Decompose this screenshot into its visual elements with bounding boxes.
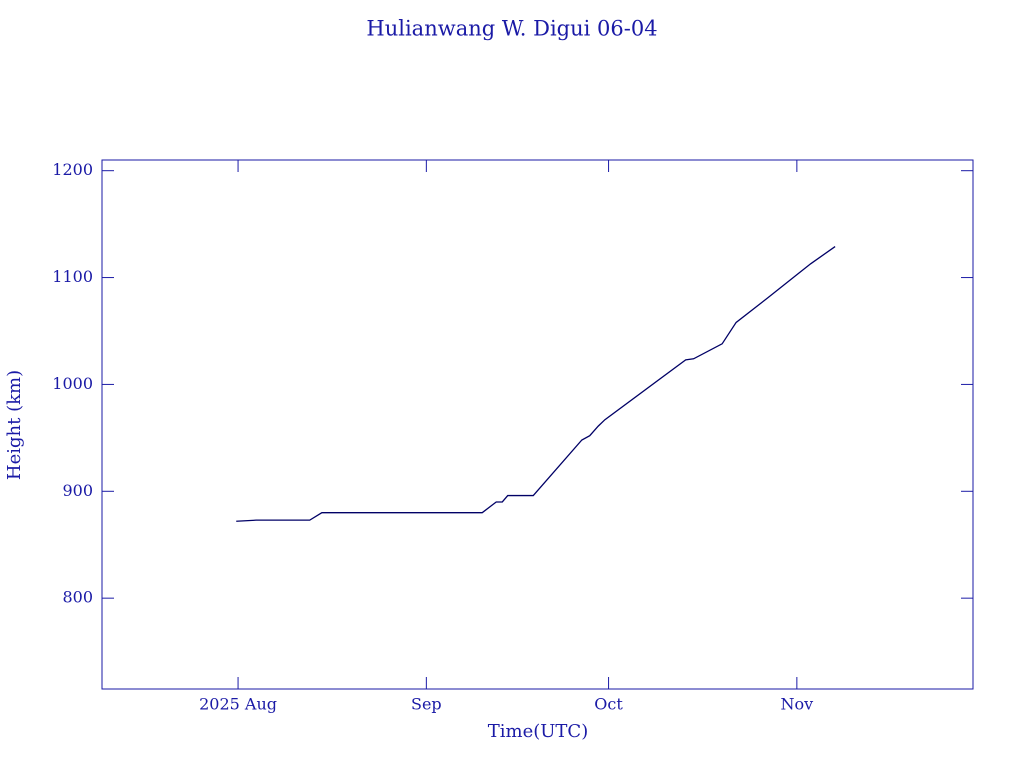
plot-frame	[101, 159, 974, 690]
x-tick-label: Sep	[411, 695, 442, 714]
y-tick-label: 900	[62, 481, 93, 500]
x-tick-label: Oct	[594, 695, 623, 714]
y-tick-label: 1100	[52, 267, 93, 286]
x-tick-label: 2025 Aug	[199, 695, 277, 714]
data-line	[236, 246, 836, 522]
y-tick-label: 800	[62, 588, 93, 607]
x-axis-label: Time(UTC)	[488, 721, 588, 742]
chart-title: Hulianwang W. Digui 06-04	[366, 17, 657, 41]
y-axis-label: Height (km)	[4, 370, 25, 480]
y-tick-label: 1200	[52, 160, 93, 179]
y-tick-label: 1000	[52, 374, 93, 393]
x-tick-label: Nov	[781, 695, 814, 714]
